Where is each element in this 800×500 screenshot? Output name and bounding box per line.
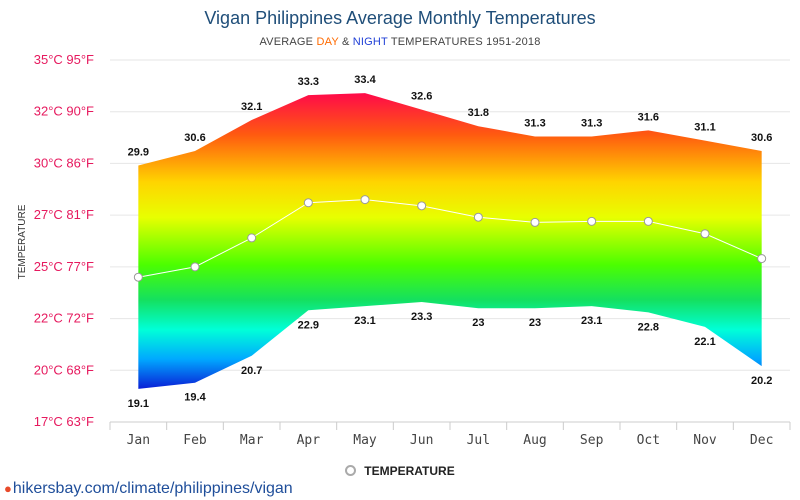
- average-temperature-point[interactable]: [360, 195, 370, 205]
- location-pin-icon: ●: [4, 481, 12, 496]
- night-temperature-label: 19.4: [184, 392, 206, 404]
- average-temperature-point[interactable]: [473, 212, 483, 222]
- subtitle-prefix: AVERAGE: [259, 36, 317, 48]
- average-temperature-point[interactable]: [247, 233, 257, 243]
- legend-label: TEMPERATURE: [364, 464, 455, 478]
- day-temperature-label: 31.8: [468, 107, 489, 119]
- day-temperature-label: 31.1: [694, 122, 715, 134]
- average-temperature-point[interactable]: [757, 254, 767, 264]
- day-temperature-label: 33.4: [354, 74, 376, 86]
- day-temperature-label: 30.6: [751, 132, 772, 144]
- average-temperature-series: [133, 195, 767, 282]
- chart-title: Vigan Philippines Average Monthly Temper…: [204, 8, 596, 28]
- data-labels: 29.9 30.6 32.1 33.3 33.4 32.6 31.8 31.3 31.3 31.6…: [128, 74, 773, 410]
- y-tick-label: 17°C 63°F: [34, 414, 94, 429]
- x-tick-label: Aug: [523, 433, 546, 448]
- subtitle-suffix: TEMPERATURES 1951-2018: [387, 36, 541, 48]
- average-temperature-point[interactable]: [133, 272, 143, 282]
- subtitle-night-word: NIGHT: [352, 36, 388, 48]
- y-tick-label: 35°C 95°F: [34, 52, 94, 67]
- day-temperature-label: 33.3: [298, 76, 319, 88]
- average-temperature-point[interactable]: [643, 216, 653, 226]
- night-temperature-label: 22.9: [298, 319, 319, 331]
- subtitle-day-word: DAY: [316, 36, 339, 48]
- source-link[interactable]: ●hikersbay.com/climate/philippines/vigan: [4, 480, 293, 498]
- night-temperature-label: 19.1: [128, 398, 149, 410]
- y-axis-label: TEMPERATURE: [17, 204, 28, 279]
- x-tick-label: Feb: [183, 433, 207, 448]
- day-temperature-label: 30.6: [184, 132, 205, 144]
- legend[interactable]: TEMPERATURE: [0, 464, 800, 478]
- source-link-text: hikersbay.com/climate/philippines/vigan: [12, 480, 293, 497]
- y-tick-label: 32°C 90°F: [34, 104, 94, 119]
- day-night-range-area: [138, 93, 762, 389]
- average-temperature-point[interactable]: [303, 198, 313, 208]
- day-night-area: [138, 93, 762, 389]
- night-temperature-label: 22.8: [638, 321, 659, 333]
- y-tick-label: 25°C 77°F: [34, 259, 94, 274]
- x-tick-label: Sep: [580, 433, 604, 448]
- average-temperature-point[interactable]: [700, 229, 710, 239]
- y-axis-ticks: 35°C 95°F 32°C 90°F 30°C 86°F 27°C 81°F 25°C…: [34, 52, 94, 429]
- x-tick-label: Oct: [637, 433, 660, 448]
- day-temperature-label: 31.3: [524, 118, 545, 130]
- x-tick-label: May: [353, 433, 377, 448]
- day-temperature-label: 31.6: [638, 111, 659, 123]
- x-tick-label: Mar: [240, 433, 264, 448]
- x-tick-label: Nov: [693, 433, 717, 448]
- x-tick-label: Jun: [410, 433, 433, 448]
- day-temperature-label: 31.3: [581, 118, 602, 130]
- day-temperature-label: 32.1: [241, 101, 262, 113]
- chart-subtitle: AVERAGE DAY & NIGHT TEMPERATURES 1951-20…: [0, 36, 800, 48]
- average-temperature-point[interactable]: [587, 216, 597, 226]
- average-temperature-point[interactable]: [190, 262, 200, 272]
- legend-circle-icon: [345, 465, 357, 476]
- average-temperature-line: [138, 199, 762, 278]
- x-tick-label: Jan: [127, 433, 150, 448]
- x-tick-label: Jul: [467, 433, 490, 448]
- day-temperature-label: 32.6: [411, 91, 432, 103]
- night-temperature-label: 23.3: [411, 311, 432, 323]
- y-tick-label: 22°C 72°F: [34, 311, 94, 326]
- subtitle-and: &: [338, 36, 353, 48]
- night-temperature-label: 20.7: [241, 365, 262, 377]
- average-temperature-point[interactable]: [417, 201, 427, 211]
- x-axis-ticks: Jan Feb Mar Apr May Jun Jul Aug Sep Oct Nov Dec: [127, 433, 774, 448]
- night-temperature-label: 23: [472, 317, 484, 329]
- average-temperature-point[interactable]: [530, 217, 540, 227]
- y-tick-label: 30°C 86°F: [34, 155, 94, 170]
- night-temperature-label: 20.2: [751, 375, 772, 387]
- y-tick-label: 20°C 68°F: [34, 362, 94, 377]
- night-temperature-label: 23.1: [354, 315, 375, 327]
- x-tick-label: Apr: [297, 433, 321, 448]
- day-temperature-label: 29.9: [128, 146, 149, 158]
- night-temperature-label: 23.1: [581, 315, 602, 327]
- night-temperature-label: 23: [529, 317, 541, 329]
- x-tick-label: Dec: [750, 433, 773, 448]
- night-temperature-label: 22.1: [694, 336, 715, 348]
- y-tick-label: 27°C 81°F: [34, 207, 94, 222]
